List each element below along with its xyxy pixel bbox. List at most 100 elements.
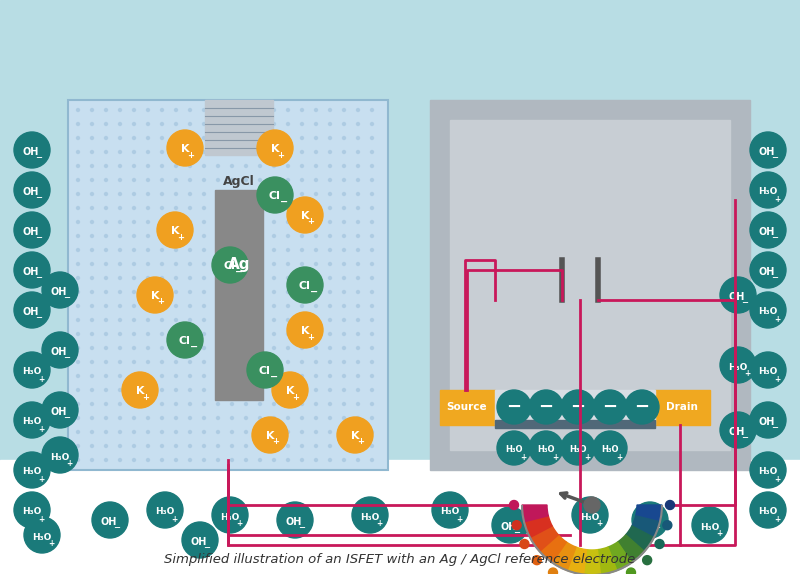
Text: −: − [771,273,778,282]
Circle shape [146,374,150,378]
Circle shape [105,192,107,196]
Circle shape [301,290,303,293]
Text: +: + [744,370,750,378]
Circle shape [105,108,107,111]
Circle shape [342,137,346,139]
Circle shape [245,319,247,321]
Text: Drain: Drain [666,402,698,412]
Text: +: + [38,514,44,523]
Circle shape [357,137,359,139]
Circle shape [77,165,79,168]
Circle shape [357,207,359,210]
Circle shape [174,179,178,181]
Circle shape [133,459,135,461]
Circle shape [42,272,78,308]
Circle shape [174,389,178,391]
Circle shape [118,220,122,223]
Circle shape [492,507,528,543]
Circle shape [245,444,247,448]
Circle shape [146,360,150,363]
Circle shape [174,220,178,223]
Text: +: + [307,218,314,227]
Text: Source: Source [446,402,487,412]
Circle shape [245,122,247,126]
Circle shape [342,192,346,196]
Circle shape [272,372,308,408]
Circle shape [90,430,94,433]
Circle shape [174,374,178,378]
Text: H₃O: H₃O [360,513,380,522]
Text: +: + [774,315,780,324]
Circle shape [370,277,374,280]
Circle shape [342,235,346,238]
Circle shape [230,262,234,266]
Text: +: + [38,425,44,433]
Circle shape [105,277,107,280]
Circle shape [314,417,318,420]
Circle shape [245,207,247,210]
Circle shape [286,165,290,168]
Circle shape [161,207,163,210]
Circle shape [370,389,374,391]
Wedge shape [636,505,662,522]
Circle shape [301,417,303,420]
Text: −: − [63,354,70,363]
Circle shape [342,150,346,153]
Circle shape [301,235,303,238]
Circle shape [329,290,331,293]
Circle shape [77,319,79,321]
Circle shape [329,347,331,350]
Circle shape [342,402,346,405]
Text: −: − [298,523,306,533]
Circle shape [245,249,247,251]
Circle shape [161,389,163,391]
Circle shape [258,207,262,210]
Circle shape [370,402,374,405]
Circle shape [286,444,290,448]
Circle shape [370,207,374,210]
Circle shape [370,417,374,420]
Circle shape [189,347,191,350]
Text: OH: OH [23,187,39,197]
Circle shape [92,502,128,538]
Circle shape [301,207,303,210]
Circle shape [77,150,79,153]
Circle shape [174,150,178,153]
Circle shape [258,137,262,139]
Circle shape [258,150,262,153]
Circle shape [118,430,122,433]
Circle shape [230,319,234,321]
Circle shape [161,430,163,433]
Circle shape [161,137,163,139]
Circle shape [314,122,318,126]
Circle shape [146,430,150,433]
Circle shape [370,430,374,433]
Circle shape [314,319,318,321]
Circle shape [329,459,331,461]
Circle shape [202,220,206,223]
Circle shape [258,332,262,335]
Text: H₃O: H₃O [758,367,778,377]
Text: H₃O: H₃O [580,513,600,522]
Circle shape [370,319,374,321]
Circle shape [230,137,234,139]
Circle shape [105,179,107,181]
Circle shape [626,568,635,574]
Circle shape [217,192,219,196]
Circle shape [750,402,786,438]
Circle shape [337,417,373,453]
Circle shape [314,290,318,293]
Circle shape [146,417,150,420]
Circle shape [217,444,219,448]
Text: +: + [48,540,54,549]
Circle shape [133,249,135,251]
Circle shape [133,277,135,280]
Circle shape [146,165,150,168]
Circle shape [174,444,178,448]
Circle shape [593,390,627,424]
Circle shape [357,332,359,335]
Text: Cl: Cl [223,261,235,271]
Circle shape [174,165,178,168]
Circle shape [161,374,163,378]
Circle shape [202,207,206,210]
